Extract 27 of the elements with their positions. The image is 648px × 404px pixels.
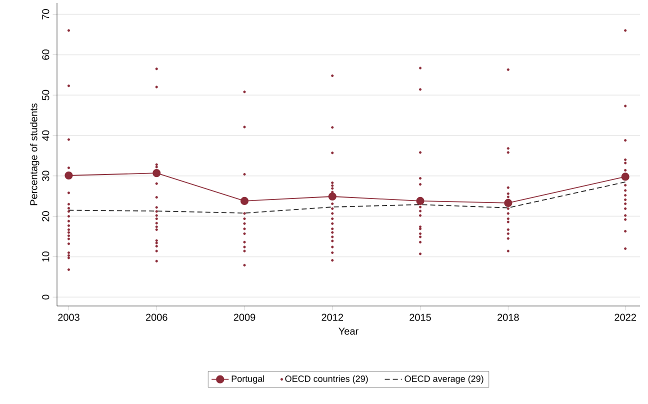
y-tick-label: 0 — [42, 294, 50, 300]
legend-label: Portugal — [232, 375, 264, 384]
x-tick-label: 2009 — [234, 314, 256, 321]
x-tick-label: 2018 — [498, 314, 519, 321]
point — [504, 198, 512, 208]
point — [621, 172, 630, 181]
x-tick-label: 2015 — [410, 314, 431, 321]
point — [64, 171, 73, 180]
legend-label: OECD countries (29) — [285, 375, 368, 384]
legend-label: OECD average (29) — [404, 375, 484, 384]
y-tick-label: 10 — [42, 252, 50, 262]
x-tick-label: 2006 — [146, 314, 168, 321]
x-axis-title: Year — [338, 328, 358, 335]
y-axis-title: Percentage of students — [30, 103, 40, 206]
x-tick-label: 2022 — [614, 314, 636, 321]
point — [416, 196, 424, 206]
point — [328, 192, 336, 201]
y-tick-label: 70 — [42, 9, 50, 20]
y-tick-label: 60 — [42, 50, 50, 60]
point — [152, 169, 161, 178]
y-tick-label: 30 — [42, 170, 50, 182]
y-tick-label: 40 — [42, 130, 50, 141]
x-tick-label: 2003 — [58, 314, 80, 321]
point — [240, 196, 249, 206]
x-tick-label: 2012 — [322, 314, 344, 321]
y-tick-label: 50 — [42, 90, 50, 100]
y-tick-label: 20 — [42, 211, 50, 222]
